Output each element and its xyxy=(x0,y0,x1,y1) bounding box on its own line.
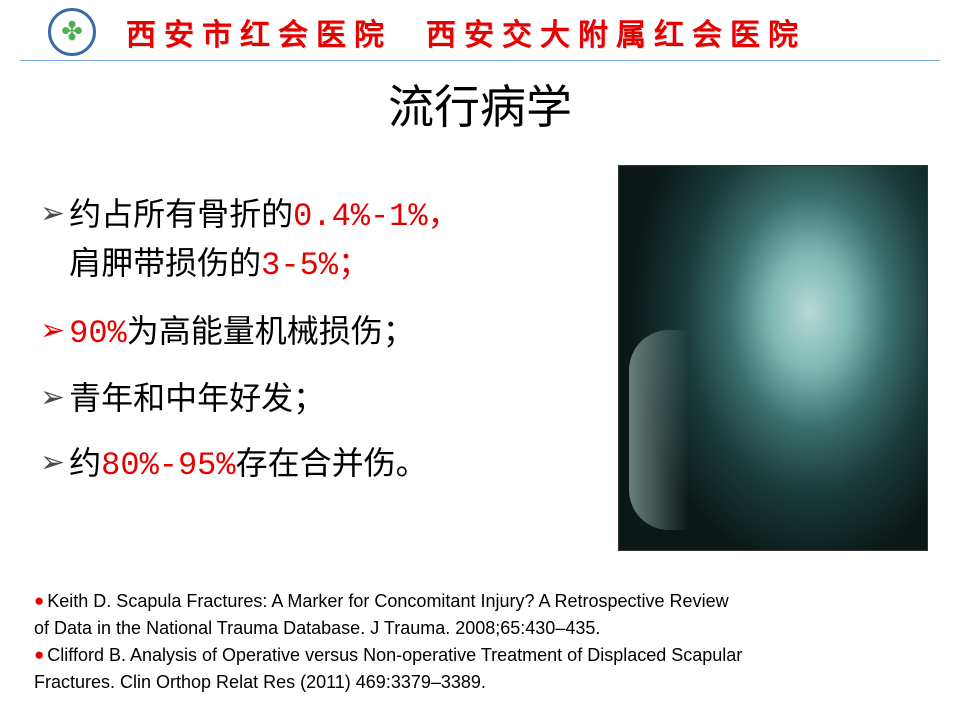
bullet-item: ➢ 约80%-95%存在合并伤。 xyxy=(40,440,608,489)
reference-text: Keith D. Scapula Fractures: A Marker for… xyxy=(47,588,926,615)
bullet-text: 存在合并伤。 xyxy=(236,445,428,481)
chevron-icon: ➢ xyxy=(40,375,65,420)
xray-image xyxy=(618,165,928,551)
reference-item: ● Keith D. Scapula Fractures: A Marker f… xyxy=(34,588,926,615)
chevron-icon: ➢ xyxy=(40,440,65,485)
highlight-text: 0.4%-1%， xyxy=(293,198,459,235)
bullet-item: ➢ 90%为高能量机械损伤； xyxy=(40,308,608,357)
bullet-text: 约占所有骨折的 xyxy=(69,196,293,232)
bullet-text: 青年和中年好发； xyxy=(69,380,325,416)
references: ● Keith D. Scapula Fractures: A Marker f… xyxy=(34,588,926,696)
reference-text: Clifford B. Analysis of Operative versus… xyxy=(47,642,926,669)
reference-item: ● Clifford B. Analysis of Operative vers… xyxy=(34,642,926,669)
bullet-item: ➢ 青年和中年好发； xyxy=(40,375,608,421)
bullet-icon: ● xyxy=(34,642,44,668)
highlight-text: 3-5%； xyxy=(261,247,370,284)
chevron-icon: ➢ xyxy=(40,308,65,353)
header-org-1: 西安市红会医院 xyxy=(126,10,392,54)
highlight-text: 90% xyxy=(69,315,127,352)
reference-continuation: Fractures. Clin Orthop Relat Res (2011) … xyxy=(34,669,926,696)
highlight-text: 80%-95% xyxy=(101,447,235,484)
bullet-text: 为高能量机械损伤； xyxy=(127,313,415,349)
header-org-2: 西安交大附属红会医院 xyxy=(426,10,806,54)
bullet-text: 约 xyxy=(69,445,101,481)
hospital-logo: ✤ xyxy=(48,8,96,56)
slide-title: 流行病学 xyxy=(0,71,960,137)
bullet-icon: ● xyxy=(34,588,44,614)
bullet-text: 肩胛带损伤的 xyxy=(69,245,261,281)
bullet-list: ➢ 约占所有骨折的0.4%-1%， 肩胛带损伤的3-5%； ➢ 90%为高能量机… xyxy=(40,165,618,551)
logo-icon: ✤ xyxy=(61,17,83,47)
chevron-icon: ➢ xyxy=(40,191,65,236)
slide-content: ➢ 约占所有骨折的0.4%-1%， 肩胛带损伤的3-5%； ➢ 90%为高能量机… xyxy=(0,165,960,551)
reference-continuation: of Data in the National Trauma Database.… xyxy=(34,615,926,642)
slide-header: ✤ 西安市红会医院 西安交大附属红会医院 xyxy=(20,0,940,61)
bullet-item: ➢ 约占所有骨折的0.4%-1%， 肩胛带损伤的3-5%； xyxy=(40,191,608,290)
